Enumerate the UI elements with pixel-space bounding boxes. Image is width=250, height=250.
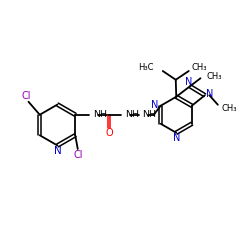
- Text: O: O: [105, 128, 113, 138]
- Text: H₃C: H₃C: [138, 63, 153, 72]
- Text: N: N: [185, 77, 192, 87]
- Text: Cl: Cl: [73, 150, 83, 160]
- Text: CH₃: CH₃: [222, 104, 237, 113]
- Text: NH: NH: [93, 110, 107, 119]
- Text: N: N: [152, 100, 159, 110]
- Text: N: N: [54, 146, 61, 156]
- Text: CH₃: CH₃: [192, 63, 207, 72]
- Text: CH₃: CH₃: [206, 72, 222, 81]
- Text: NH: NH: [125, 110, 139, 119]
- Text: NH: NH: [142, 110, 156, 119]
- Text: N: N: [172, 133, 180, 143]
- Text: N: N: [206, 89, 213, 99]
- Text: Cl: Cl: [21, 91, 31, 101]
